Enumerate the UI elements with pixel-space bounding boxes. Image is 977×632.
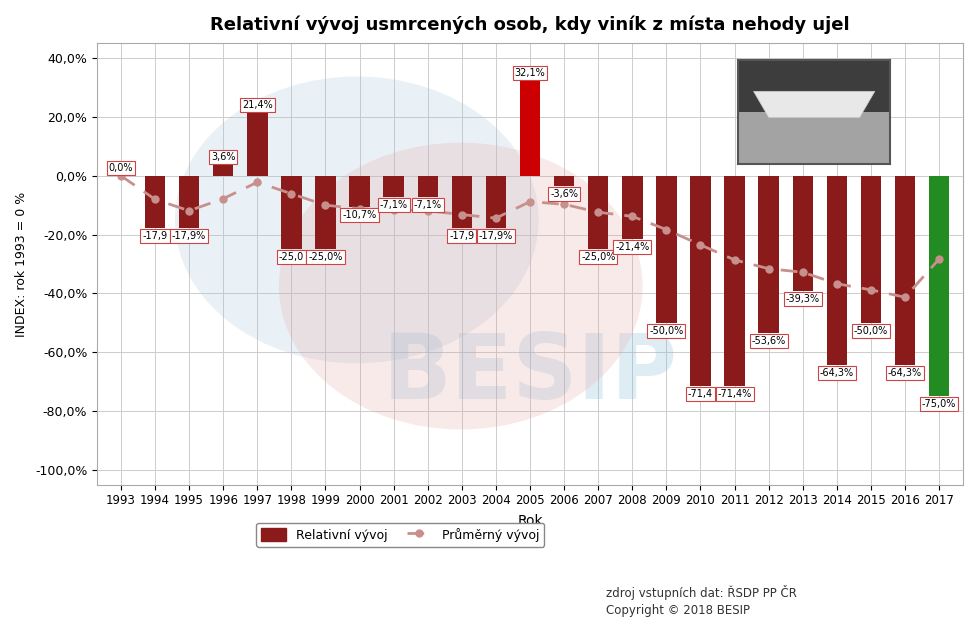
Bar	[791, 176, 812, 291]
Bar	[724, 176, 744, 386]
Text: -25,0%: -25,0%	[580, 252, 615, 262]
Y-axis label: INDEX: rok 1993 = 0 %: INDEX: rok 1993 = 0 %	[15, 191, 28, 337]
Bar	[758, 176, 778, 334]
Bar	[621, 176, 642, 239]
Bar	[247, 112, 268, 176]
Text: -71,4: -71,4	[687, 389, 712, 399]
Bar	[738, 60, 889, 112]
Bar	[656, 176, 676, 323]
X-axis label: Rok: Rok	[517, 514, 542, 528]
Bar	[145, 176, 165, 228]
Text: BESIP: BESIP	[382, 331, 677, 418]
Text: 21,4%: 21,4%	[241, 100, 273, 110]
Bar	[519, 82, 539, 176]
Ellipse shape	[278, 143, 642, 430]
Text: -53,6%: -53,6%	[750, 336, 785, 346]
Bar	[860, 176, 880, 323]
Bar	[213, 165, 234, 176]
Bar	[280, 176, 301, 249]
Text: -71,4%: -71,4%	[717, 389, 751, 399]
Bar	[349, 176, 369, 207]
Bar	[553, 176, 573, 186]
Text: -17,9: -17,9	[143, 231, 167, 241]
Bar	[894, 176, 914, 365]
Text: 32,1%: 32,1%	[514, 68, 545, 78]
Bar	[451, 176, 472, 228]
Bar	[690, 176, 710, 386]
Text: -75,0%: -75,0%	[921, 399, 956, 410]
Bar	[383, 176, 404, 197]
Text: -3,6%: -3,6%	[549, 190, 577, 199]
Text: -39,3%: -39,3%	[785, 295, 819, 304]
Text: Copyright © 2018 BESIP: Copyright © 2018 BESIP	[606, 604, 749, 617]
Text: -64,3%: -64,3%	[819, 368, 853, 378]
Text: -25,0%: -25,0%	[308, 252, 342, 262]
Text: -17,9%: -17,9%	[172, 231, 206, 241]
Text: -7,1%: -7,1%	[379, 200, 407, 210]
Text: -21,4%: -21,4%	[615, 241, 649, 252]
Text: -10,7%: -10,7%	[342, 210, 376, 220]
Polygon shape	[752, 91, 873, 118]
Bar	[826, 176, 846, 365]
Bar	[486, 176, 506, 228]
Bar	[928, 176, 949, 396]
Text: -50,0%: -50,0%	[649, 325, 683, 336]
Bar	[179, 176, 199, 228]
Text: zdroj vstupních dat: ŘSDP PP ČR: zdroj vstupních dat: ŘSDP PP ČR	[606, 585, 796, 600]
Bar	[315, 176, 335, 249]
Bar	[417, 176, 438, 197]
Text: -25,0: -25,0	[278, 252, 304, 262]
Text: 0,0%: 0,0%	[108, 163, 133, 173]
Bar	[587, 176, 608, 249]
Text: -17,9: -17,9	[448, 231, 474, 241]
Bar	[738, 112, 889, 164]
Ellipse shape	[175, 76, 538, 363]
Text: -17,9%: -17,9%	[479, 231, 513, 241]
Legend: Relativní vývoj, Průměrný vývoj: Relativní vývoj, Průměrný vývoj	[256, 523, 543, 547]
Title: Relativní vývoj usmrcených osob, kdy viník z místa nehody ujel: Relativní vývoj usmrcených osob, kdy vin…	[210, 15, 849, 33]
Text: -7,1%: -7,1%	[413, 200, 442, 210]
Text: -50,0%: -50,0%	[853, 325, 887, 336]
Text: -64,3%: -64,3%	[887, 368, 921, 378]
Text: 3,6%: 3,6%	[211, 152, 235, 162]
